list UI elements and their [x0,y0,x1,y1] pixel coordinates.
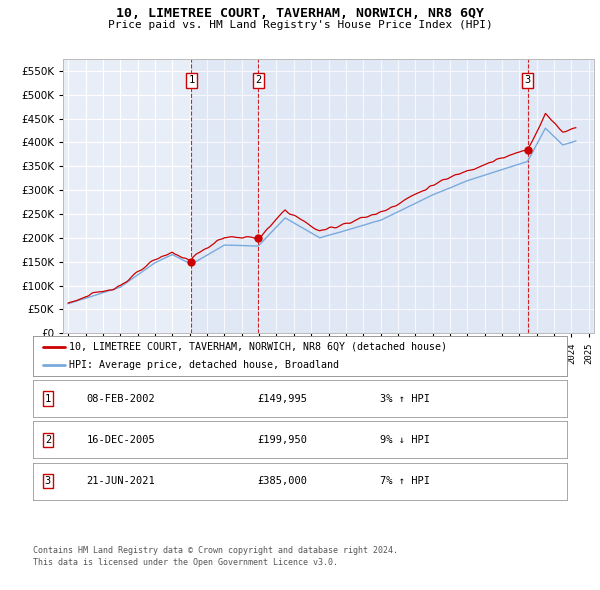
Text: 2: 2 [255,76,262,86]
Bar [191,59,258,333]
Text: This data is licensed under the Open Government Licence v3.0.: This data is licensed under the Open Gov… [33,558,338,566]
Text: 2: 2 [45,435,51,445]
Bar [527,59,592,333]
Text: 3: 3 [524,76,530,86]
Text: 1: 1 [45,394,51,404]
Text: 21-JUN-2021: 21-JUN-2021 [86,476,155,486]
Text: 10, LIMETREE COURT, TAVERHAM, NORWICH, NR8 6QY (detached house): 10, LIMETREE COURT, TAVERHAM, NORWICH, N… [70,342,448,352]
Text: £385,000: £385,000 [257,476,307,486]
Text: £149,995: £149,995 [257,394,307,404]
Text: 10, LIMETREE COURT, TAVERHAM, NORWICH, NR8 6QY: 10, LIMETREE COURT, TAVERHAM, NORWICH, N… [116,7,484,20]
Bar [258,59,527,333]
Text: 16-DEC-2005: 16-DEC-2005 [86,435,155,445]
Text: 7% ↑ HPI: 7% ↑ HPI [380,476,430,486]
Text: 3: 3 [45,476,51,486]
Text: HPI: Average price, detached house, Broadland: HPI: Average price, detached house, Broa… [70,360,340,370]
Text: £199,950: £199,950 [257,435,307,445]
Text: 08-FEB-2002: 08-FEB-2002 [86,394,155,404]
Text: 1: 1 [188,76,194,86]
Text: 3% ↑ HPI: 3% ↑ HPI [380,394,430,404]
Text: Contains HM Land Registry data © Crown copyright and database right 2024.: Contains HM Land Registry data © Crown c… [33,546,398,555]
Text: 9% ↓ HPI: 9% ↓ HPI [380,435,430,445]
Text: Price paid vs. HM Land Registry's House Price Index (HPI): Price paid vs. HM Land Registry's House … [107,20,493,30]
